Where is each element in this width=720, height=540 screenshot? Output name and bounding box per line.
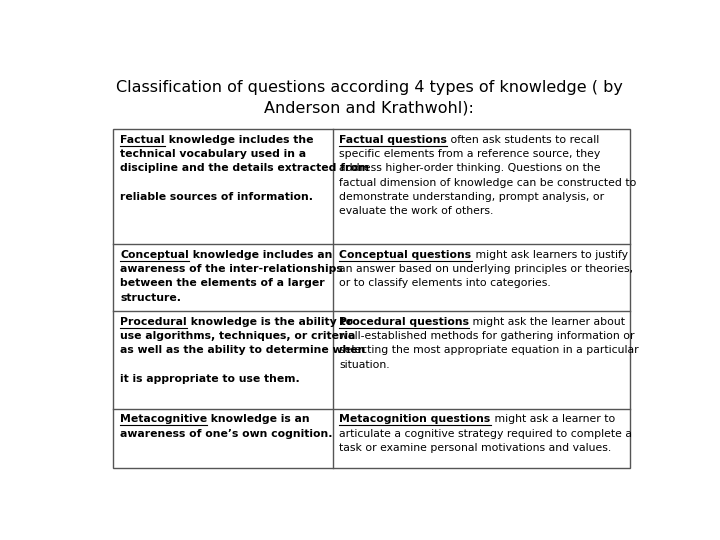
Text: might ask learners to justify: might ask learners to justify bbox=[472, 249, 628, 260]
Text: structure.: structure. bbox=[120, 293, 181, 302]
Text: discipline and the details extracted from: discipline and the details extracted fro… bbox=[120, 163, 369, 173]
Text: Conceptual questions: Conceptual questions bbox=[339, 249, 472, 260]
Text: it is appropriate to use them.: it is appropriate to use them. bbox=[120, 374, 300, 384]
Text: technical vocabulary used in a: technical vocabulary used in a bbox=[120, 149, 306, 159]
Text: address higher-order thinking. Questions on the: address higher-order thinking. Questions… bbox=[339, 163, 601, 173]
Text: Classification of questions according 4 types of knowledge ( by: Classification of questions according 4 … bbox=[116, 80, 622, 95]
Text: might ask a learner to: might ask a learner to bbox=[490, 414, 615, 424]
Text: or to classify elements into categories.: or to classify elements into categories. bbox=[339, 278, 552, 288]
Text: knowledge includes the: knowledge includes the bbox=[165, 134, 313, 145]
Text: between the elements of a larger: between the elements of a larger bbox=[120, 278, 325, 288]
Text: factual dimension of knowledge can be constructed to: factual dimension of knowledge can be co… bbox=[339, 178, 636, 188]
Text: use algorithms, techniques, or criteria: use algorithms, techniques, or criteria bbox=[120, 331, 356, 341]
Text: Factual: Factual bbox=[120, 134, 165, 145]
Text: Metacognition questions: Metacognition questions bbox=[339, 414, 490, 424]
Text: knowledge is an: knowledge is an bbox=[207, 414, 310, 424]
Text: reliable sources of information.: reliable sources of information. bbox=[120, 192, 313, 202]
Text: often ask students to recall: often ask students to recall bbox=[447, 134, 600, 145]
Text: knowledge includes an: knowledge includes an bbox=[189, 249, 332, 260]
Text: Metacognitive: Metacognitive bbox=[120, 414, 207, 424]
Text: evaluate the work of others.: evaluate the work of others. bbox=[339, 206, 494, 217]
Text: demonstrate understanding, prompt analysis, or: demonstrate understanding, prompt analys… bbox=[339, 192, 605, 202]
Text: awareness of the inter-relationships: awareness of the inter-relationships bbox=[120, 264, 343, 274]
Text: Anderson and Krathwohl):: Anderson and Krathwohl): bbox=[264, 101, 474, 116]
Text: Procedural: Procedural bbox=[120, 316, 186, 327]
Text: situation.: situation. bbox=[339, 360, 390, 369]
Text: Factual questions: Factual questions bbox=[339, 134, 447, 145]
Text: selecting the most appropriate equation in a particular: selecting the most appropriate equation … bbox=[339, 345, 639, 355]
Bar bbox=[114, 129, 630, 468]
Text: well-established methods for gathering information or: well-established methods for gathering i… bbox=[339, 331, 635, 341]
Text: Conceptual: Conceptual bbox=[120, 249, 189, 260]
Text: an answer based on underlying principles or theories,: an answer based on underlying principles… bbox=[339, 264, 634, 274]
Text: might ask the learner about: might ask the learner about bbox=[469, 316, 626, 327]
Text: specific elements from a reference source, they: specific elements from a reference sourc… bbox=[339, 149, 600, 159]
Text: as well as the ability to determine when: as well as the ability to determine when bbox=[120, 345, 366, 355]
Text: Procedural questions: Procedural questions bbox=[339, 316, 469, 327]
Text: knowledge is the ability to: knowledge is the ability to bbox=[186, 316, 353, 327]
Text: awareness of one’s own cognition.: awareness of one’s own cognition. bbox=[120, 429, 333, 438]
Text: task or examine personal motivations and values.: task or examine personal motivations and… bbox=[339, 443, 612, 453]
Text: articulate a cognitive strategy required to complete a: articulate a cognitive strategy required… bbox=[339, 429, 632, 438]
